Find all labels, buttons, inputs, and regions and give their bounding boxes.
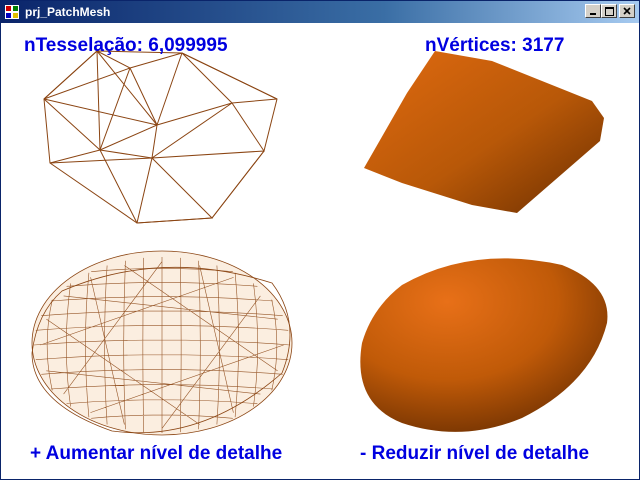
- coarse-shaded-mesh: [364, 51, 604, 213]
- minimize-button[interactable]: [585, 4, 601, 18]
- tessellation-readout: nTesselação: 6,099995: [24, 35, 228, 56]
- vertex-count-readout: nVértices: 3177: [425, 35, 565, 56]
- minimize-icon: [590, 13, 596, 15]
- title-bar[interactable]: prj_PatchMesh: [1, 1, 639, 23]
- fine-wireframe-lines: [33, 256, 291, 433]
- window-title: prj_PatchMesh: [25, 5, 111, 19]
- close-button[interactable]: [619, 4, 635, 18]
- render-canvas[interactable]: nTesselação: 6,099995 nVértices: 3177 + …: [2, 23, 638, 479]
- coarse-wireframe-mesh: [43, 50, 278, 224]
- decrease-detail-hint: - Reduzir nível de detalhe: [360, 443, 590, 464]
- increase-detail-hint: + Aumentar nível de detalhe: [30, 443, 283, 464]
- maximize-icon: [604, 6, 614, 16]
- mesh-scene: [31, 50, 608, 436]
- app-icon: [5, 5, 19, 19]
- maximize-button[interactable]: [601, 4, 617, 18]
- close-icon: [623, 7, 631, 15]
- fine-wireframe-grid: [33, 256, 291, 433]
- fine-shaded-mesh: [360, 258, 608, 432]
